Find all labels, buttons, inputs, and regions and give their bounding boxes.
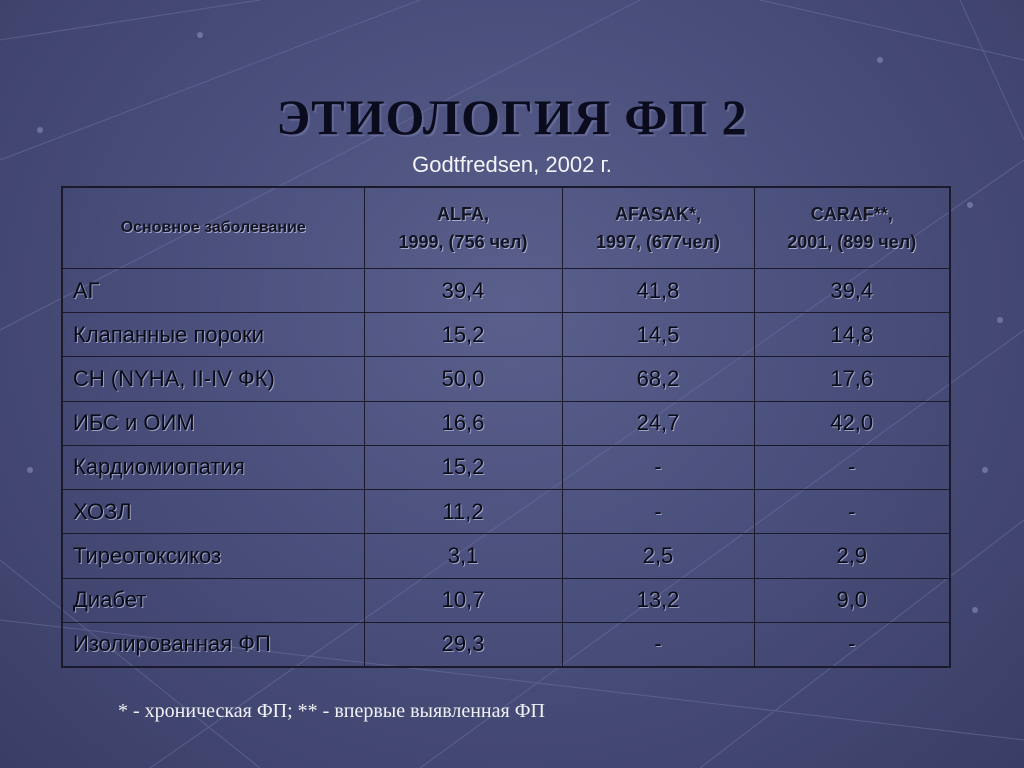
- row-label: Кардиомиопатия: [61, 444, 365, 491]
- table-row: Кардиомиопатия 15,2 - -: [61, 444, 951, 491]
- value-cell: 39,4: [363, 267, 563, 314]
- value-cell: -: [753, 489, 951, 535]
- row-label: ИБС и ОИМ: [61, 400, 365, 446]
- value-cell: 9,0: [753, 577, 951, 623]
- table-row: Тиреотоксикоз 3,1 2,5 2,9: [61, 533, 951, 579]
- value-cell: -: [561, 621, 755, 668]
- value-cell: 24,7: [561, 400, 755, 446]
- row-label: Клапанные пороки: [61, 312, 365, 358]
- table-row: Диабет 10,7 13,2 9,0: [61, 577, 951, 623]
- value-cell: 11,2: [363, 489, 563, 535]
- header-cell-disease: Основное заболевание: [61, 186, 365, 269]
- row-label: Тиреотоксикоз: [61, 533, 365, 579]
- row-label: АГ: [61, 267, 365, 314]
- value-cell: -: [753, 444, 951, 491]
- value-cell: 15,2: [363, 444, 563, 491]
- table-row: АГ 39,4 41,8 39,4: [61, 267, 951, 314]
- header-cell-afasak: AFASAK*, 1997, (677чел): [561, 186, 755, 269]
- value-cell: 10,7: [363, 577, 563, 623]
- value-cell: -: [753, 621, 951, 668]
- header-cell-caraf: CARAF**, 2001, (899 чел): [753, 186, 951, 269]
- value-cell: 50,0: [363, 356, 563, 402]
- value-cell: 16,6: [363, 400, 563, 446]
- value-cell: 14,5: [561, 312, 755, 358]
- value-cell: 13,2: [561, 577, 755, 623]
- value-cell: 15,2: [363, 312, 563, 358]
- table-header-row: Основное заболевание ALFA, 1999, (756 чел…: [61, 186, 951, 269]
- row-label: СН (NYHA, II-IV ФК): [61, 356, 365, 402]
- row-label: ХОЗЛ: [61, 489, 365, 535]
- table-row: Изолированная ФП 29,3 - -: [61, 621, 951, 668]
- slide-subtitle: Godtfredsen, 2002 г.: [412, 152, 612, 177]
- table-row: ХОЗЛ 11,2 - -: [61, 489, 951, 535]
- footnote: * - хроническая ФП; ** - впервые выявлен…: [118, 700, 545, 722]
- value-cell: 29,3: [363, 621, 563, 668]
- value-cell: -: [561, 489, 755, 535]
- table-row: ИБС и ОИМ 16,6 24,7 42,0: [61, 400, 951, 446]
- value-cell: 2,5: [561, 533, 755, 579]
- value-cell: 41,8: [561, 267, 755, 314]
- value-cell: 3,1: [363, 533, 563, 579]
- slide-title: ЭТИОЛОГИЯ ФП 2: [276, 89, 748, 145]
- value-cell: 2,9: [753, 533, 951, 579]
- value-cell: -: [561, 444, 755, 491]
- value-cell: 42,0: [753, 400, 951, 446]
- etiology-table: Основное заболевание ALFA, 1999, (756 чел…: [61, 186, 951, 668]
- row-label: Диабет: [61, 577, 365, 623]
- value-cell: 17,6: [753, 356, 951, 402]
- value-cell: 39,4: [753, 267, 951, 314]
- value-cell: 68,2: [561, 356, 755, 402]
- row-label: Изолированная ФП: [61, 621, 365, 668]
- table-row: СН (NYHA, II-IV ФК) 50,0 68,2 17,6: [61, 356, 951, 402]
- value-cell: 14,8: [753, 312, 951, 358]
- table-row: Клапанные пороки 15,2 14,5 14,8: [61, 312, 951, 358]
- header-cell-alfa: ALFA, 1999, (756 чел): [363, 186, 563, 269]
